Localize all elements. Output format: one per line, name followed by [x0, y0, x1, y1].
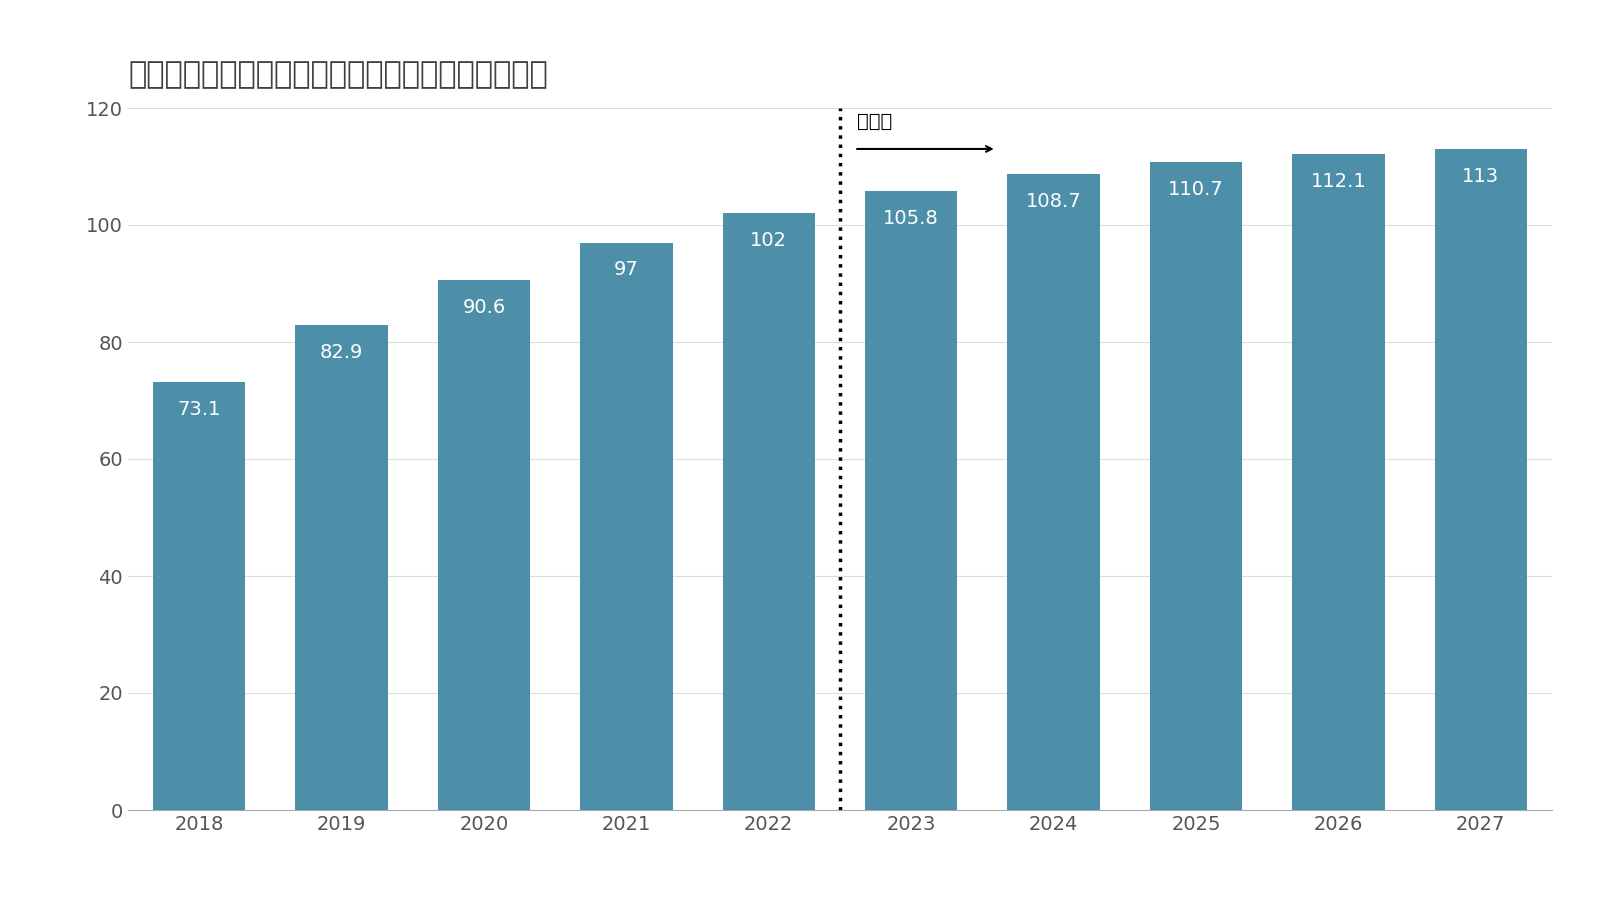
Text: 73.1: 73.1 [178, 400, 221, 419]
Bar [154, 382, 245, 810]
Text: 113: 113 [1462, 166, 1499, 185]
Text: 82.9: 82.9 [320, 343, 363, 362]
Bar [438, 280, 530, 810]
Text: 日本のソーシャルメディア利用者数の推移及び予測: 日本のソーシャルメディア利用者数の推移及び予測 [128, 60, 547, 89]
Bar [1293, 154, 1384, 810]
Text: 112.1: 112.1 [1310, 172, 1366, 191]
Text: 予測値: 予測値 [858, 112, 893, 131]
Bar [866, 191, 957, 810]
Bar [1008, 174, 1099, 810]
Bar [1435, 149, 1526, 810]
Bar [723, 213, 814, 810]
Bar [296, 325, 387, 810]
Text: 105.8: 105.8 [883, 209, 939, 228]
Text: 97: 97 [614, 260, 638, 279]
Bar [581, 243, 672, 810]
Bar [1150, 162, 1242, 810]
Text: 102: 102 [750, 231, 787, 250]
Text: 110.7: 110.7 [1168, 180, 1224, 199]
Text: 90.6: 90.6 [462, 298, 506, 317]
Text: 108.7: 108.7 [1026, 192, 1082, 211]
